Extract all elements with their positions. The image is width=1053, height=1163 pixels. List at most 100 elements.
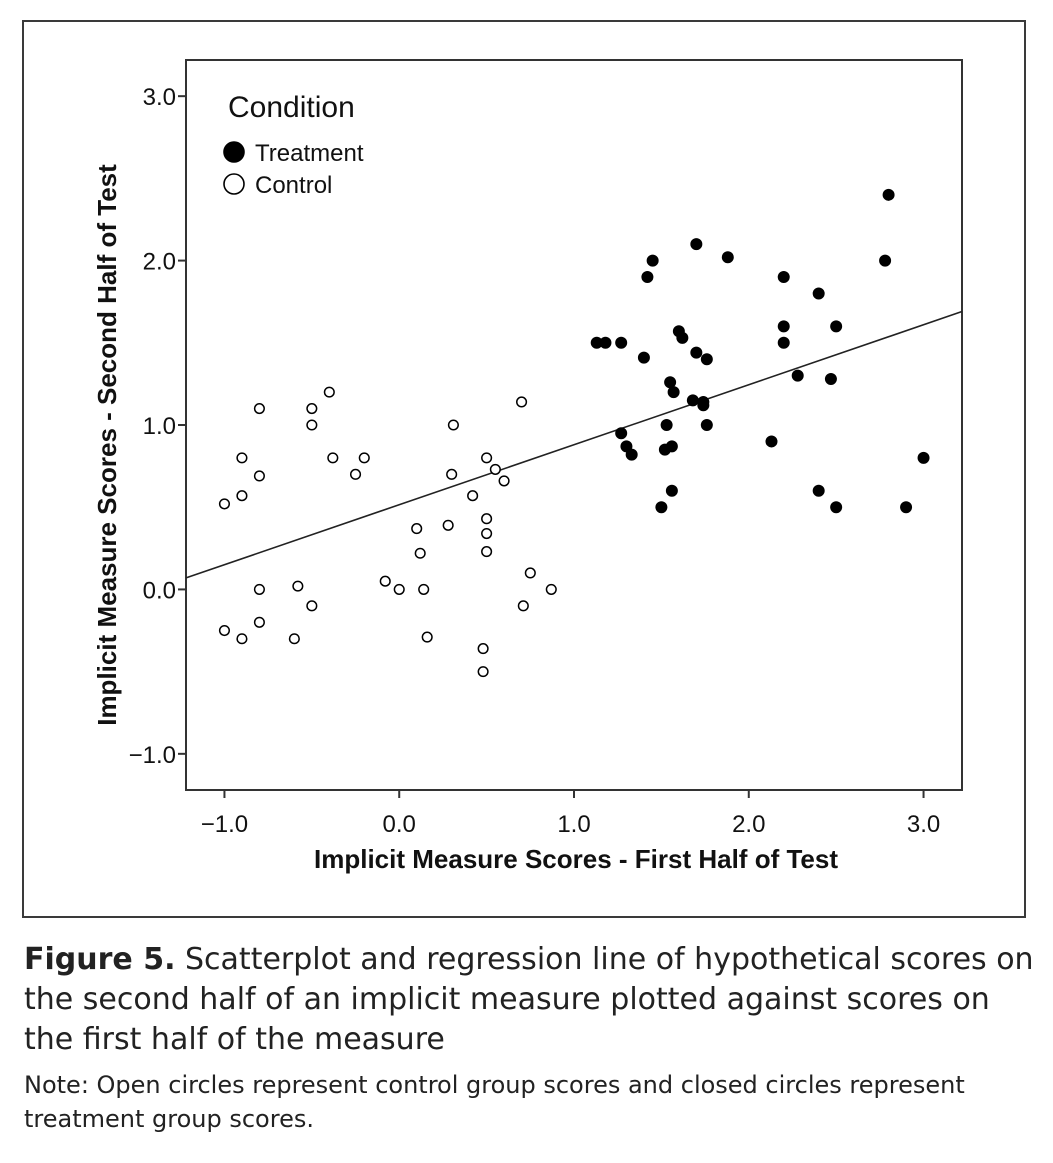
control-point <box>288 633 300 645</box>
control-point <box>481 527 493 540</box>
figure-label: Figure 5. <box>24 942 176 977</box>
legend-label: Control <box>255 172 332 199</box>
control-point <box>516 396 528 408</box>
treatment-point <box>676 331 689 344</box>
treatment-point <box>625 448 638 461</box>
control-point <box>447 419 459 431</box>
control-point <box>411 523 423 535</box>
y-tick-label: 0.0 <box>143 577 176 604</box>
treatment-point <box>690 238 703 251</box>
treatment-point <box>599 336 612 349</box>
treatment-point <box>721 251 734 264</box>
legend-label: Treatment <box>255 140 364 167</box>
control-point <box>253 616 265 628</box>
treatment-point <box>690 346 703 359</box>
control-point <box>253 403 265 415</box>
treatment-point <box>697 399 710 412</box>
control-point <box>467 490 479 502</box>
x-tick-label: 3.0 <box>907 811 940 838</box>
treatment-point <box>777 336 790 349</box>
treatment-point <box>765 435 778 448</box>
control-point <box>393 583 405 595</box>
control-point <box>477 666 489 678</box>
treatment-point <box>791 369 804 382</box>
treatment-point <box>812 484 825 497</box>
y-axis-title: Implicit Measure Scores - Second Half of… <box>92 164 122 726</box>
plot-area-border <box>185 59 963 791</box>
treatment-point <box>637 351 650 364</box>
x-tick-label: 0.0 <box>383 811 416 838</box>
control-point <box>421 631 433 643</box>
control-point <box>253 583 265 595</box>
control-point <box>481 513 493 525</box>
x-tick-label: 2.0 <box>732 811 765 838</box>
treatment-point <box>641 271 654 284</box>
treatment-point <box>777 271 790 284</box>
control-point <box>236 633 248 645</box>
scatter-chart: −1.0 0.0 1.0 2.0 3.0 −1.0 0.0 1.0 2.0 3.0 Implicit… <box>92 59 963 874</box>
treatment-point <box>900 501 913 514</box>
y-tick-label: 1.0 <box>143 413 176 440</box>
x-tick-label: 1.0 <box>557 811 590 838</box>
control-point <box>414 547 426 559</box>
control-point <box>306 403 318 415</box>
treatment-point <box>882 188 895 201</box>
control-point <box>236 490 248 502</box>
treatment-point <box>665 440 678 453</box>
control-point <box>481 452 493 464</box>
control-point <box>306 600 318 612</box>
treatment-point <box>665 484 678 497</box>
legend-filled-circle-icon <box>223 141 245 163</box>
control-point <box>545 583 557 595</box>
control-point <box>481 546 493 558</box>
control-point <box>323 386 335 398</box>
legend-title: Condition <box>228 91 355 124</box>
regression-line <box>185 310 963 579</box>
treatment-point <box>655 501 668 514</box>
control-point <box>498 475 510 487</box>
control-point <box>524 567 536 579</box>
control-point <box>489 463 501 475</box>
treatment-point <box>615 427 628 440</box>
control-point <box>349 468 362 480</box>
y-tick-label: −1.0 <box>129 742 176 769</box>
treatment-point <box>830 320 843 333</box>
control-point <box>379 575 391 587</box>
control-point <box>327 452 339 464</box>
treatment-point <box>667 386 680 399</box>
legend-open-circle-icon <box>223 173 245 195</box>
y-tick-label: 2.0 <box>143 249 176 276</box>
control-point <box>253 470 265 482</box>
treatment-point <box>664 376 677 389</box>
figure-frame: −1.0 0.0 1.0 2.0 3.0 −1.0 0.0 1.0 2.0 3.0 Implicit… <box>22 20 1026 918</box>
control-point <box>292 580 304 592</box>
treatment-point <box>824 372 837 385</box>
control-point <box>218 624 231 637</box>
control-point <box>218 498 231 510</box>
figure-caption: Figure 5. Scatterplot and regression lin… <box>24 940 1034 1060</box>
treatment-point <box>777 320 790 333</box>
treatment-point <box>879 254 892 267</box>
x-axis-title: Implicit Measure Scores - First Half of … <box>314 844 838 874</box>
control-point <box>306 419 318 431</box>
control-point <box>446 468 458 480</box>
treatment-point <box>646 254 659 267</box>
treatment-point <box>830 501 843 514</box>
control-point <box>358 452 370 464</box>
treatment-point <box>615 336 628 349</box>
control-point <box>442 519 454 531</box>
control-point <box>418 583 430 595</box>
treatment-point <box>686 394 699 407</box>
x-tick-label: −1.0 <box>201 811 248 838</box>
y-tick-label: 3.0 <box>143 84 176 111</box>
control-point <box>477 643 489 655</box>
treatment-point <box>700 353 713 366</box>
treatment-point <box>917 451 930 464</box>
treatment-point <box>660 419 673 431</box>
treatment-point <box>700 419 713 431</box>
figure-caption-text: Scatterplot and regression line of hypot… <box>24 942 1034 1057</box>
control-point <box>236 452 248 464</box>
figure-note: Note: Open circles represent control gro… <box>24 1071 965 1133</box>
control-point <box>517 600 529 612</box>
treatment-point <box>812 287 825 300</box>
